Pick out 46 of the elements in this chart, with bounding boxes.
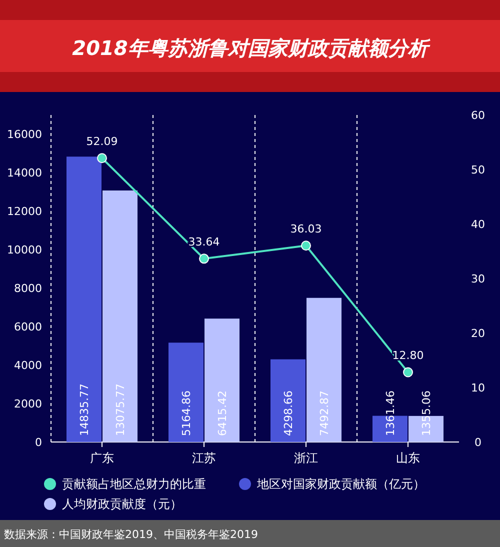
- data-label: 13075.77: [114, 384, 127, 436]
- point: [97, 153, 107, 164]
- data-label: 1361.46: [384, 390, 397, 436]
- y2-tick-label: 60: [471, 109, 485, 122]
- y2-tick-label: 50: [471, 164, 485, 176]
- x-tick-label: 山东: [396, 451, 420, 465]
- y2-tick-label: 20: [471, 327, 485, 340]
- point: [301, 240, 311, 251]
- data-label: 6415.42: [216, 390, 229, 436]
- y-tick-label: 14000: [7, 166, 42, 180]
- bar: [204, 318, 240, 442]
- y-tick-label: 12000: [7, 205, 42, 218]
- bar: [270, 359, 306, 442]
- y-tick-label: 10000: [7, 244, 42, 257]
- bar: [168, 342, 204, 442]
- x-tick-label: 江苏: [192, 451, 216, 465]
- legend-label: 人均财政贡献度（元）: [62, 497, 182, 511]
- bar: [102, 190, 138, 442]
- y-tick-label: 4000: [14, 359, 42, 372]
- legend-label: 贡献额占地区总财力的比重: [62, 477, 206, 491]
- data-label: 52.09: [86, 135, 118, 148]
- point: [199, 254, 209, 264]
- y2-tick-label: 0: [474, 436, 482, 449]
- y-tick-label: 2000: [14, 398, 42, 411]
- data-label: 1355.06: [420, 390, 433, 436]
- point: [403, 367, 413, 378]
- chart-title: 2018年粤苏浙鲁对国家财政贡献额分析: [72, 36, 431, 60]
- data-label: 36.03: [290, 222, 322, 236]
- data-label: 33.64: [188, 236, 220, 249]
- data-label: 5164.86: [180, 390, 193, 436]
- y2-tick-label: 40: [471, 218, 485, 231]
- y2-tick-label: 10: [471, 382, 485, 394]
- bar: [66, 156, 102, 442]
- y-tick-label: 6000: [14, 320, 42, 334]
- data-label: 7492.87: [318, 390, 331, 436]
- y-tick-label: 8000: [14, 282, 42, 296]
- y-tick-label: 0: [35, 436, 42, 449]
- data-label: 14835.77: [78, 384, 91, 436]
- source-note: 数据来源：中国财政年鉴2019、中国税务年鉴2019: [4, 528, 258, 541]
- data-label: 4298.66: [282, 390, 295, 436]
- y2-tick-label: 30: [471, 272, 485, 286]
- x-tick-label: 广东: [90, 451, 114, 465]
- legend-label: 地区对国家财政贡献额（亿元）: [256, 477, 425, 491]
- y-tick-label: 16000: [7, 128, 42, 142]
- bar: [306, 298, 342, 442]
- x-tick-label: 浙江: [294, 451, 318, 465]
